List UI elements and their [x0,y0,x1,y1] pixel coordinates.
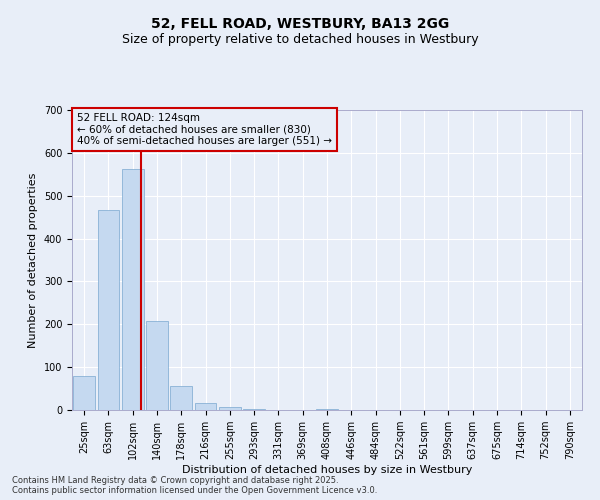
Bar [97,210,119,410]
Bar [73,376,95,410]
Text: Contains HM Land Registry data © Crown copyright and database right 2025.
Contai: Contains HM Land Registry data © Crown c… [12,476,377,495]
Y-axis label: Number of detached properties: Number of detached properties [28,172,38,348]
Bar [194,403,217,410]
Text: 52 FELL ROAD: 124sqm
← 60% of detached houses are smaller (830)
40% of semi-deta: 52 FELL ROAD: 124sqm ← 60% of detached h… [77,113,332,146]
Text: 52, FELL ROAD, WESTBURY, BA13 2GG: 52, FELL ROAD, WESTBURY, BA13 2GG [151,18,449,32]
Bar [146,321,168,410]
Bar [122,168,143,410]
Bar [243,408,265,410]
X-axis label: Distribution of detached houses by size in Westbury: Distribution of detached houses by size … [182,465,472,475]
Bar [219,407,241,410]
Text: Size of property relative to detached houses in Westbury: Size of property relative to detached ho… [122,32,478,46]
Bar [170,386,192,410]
Bar [316,408,338,410]
